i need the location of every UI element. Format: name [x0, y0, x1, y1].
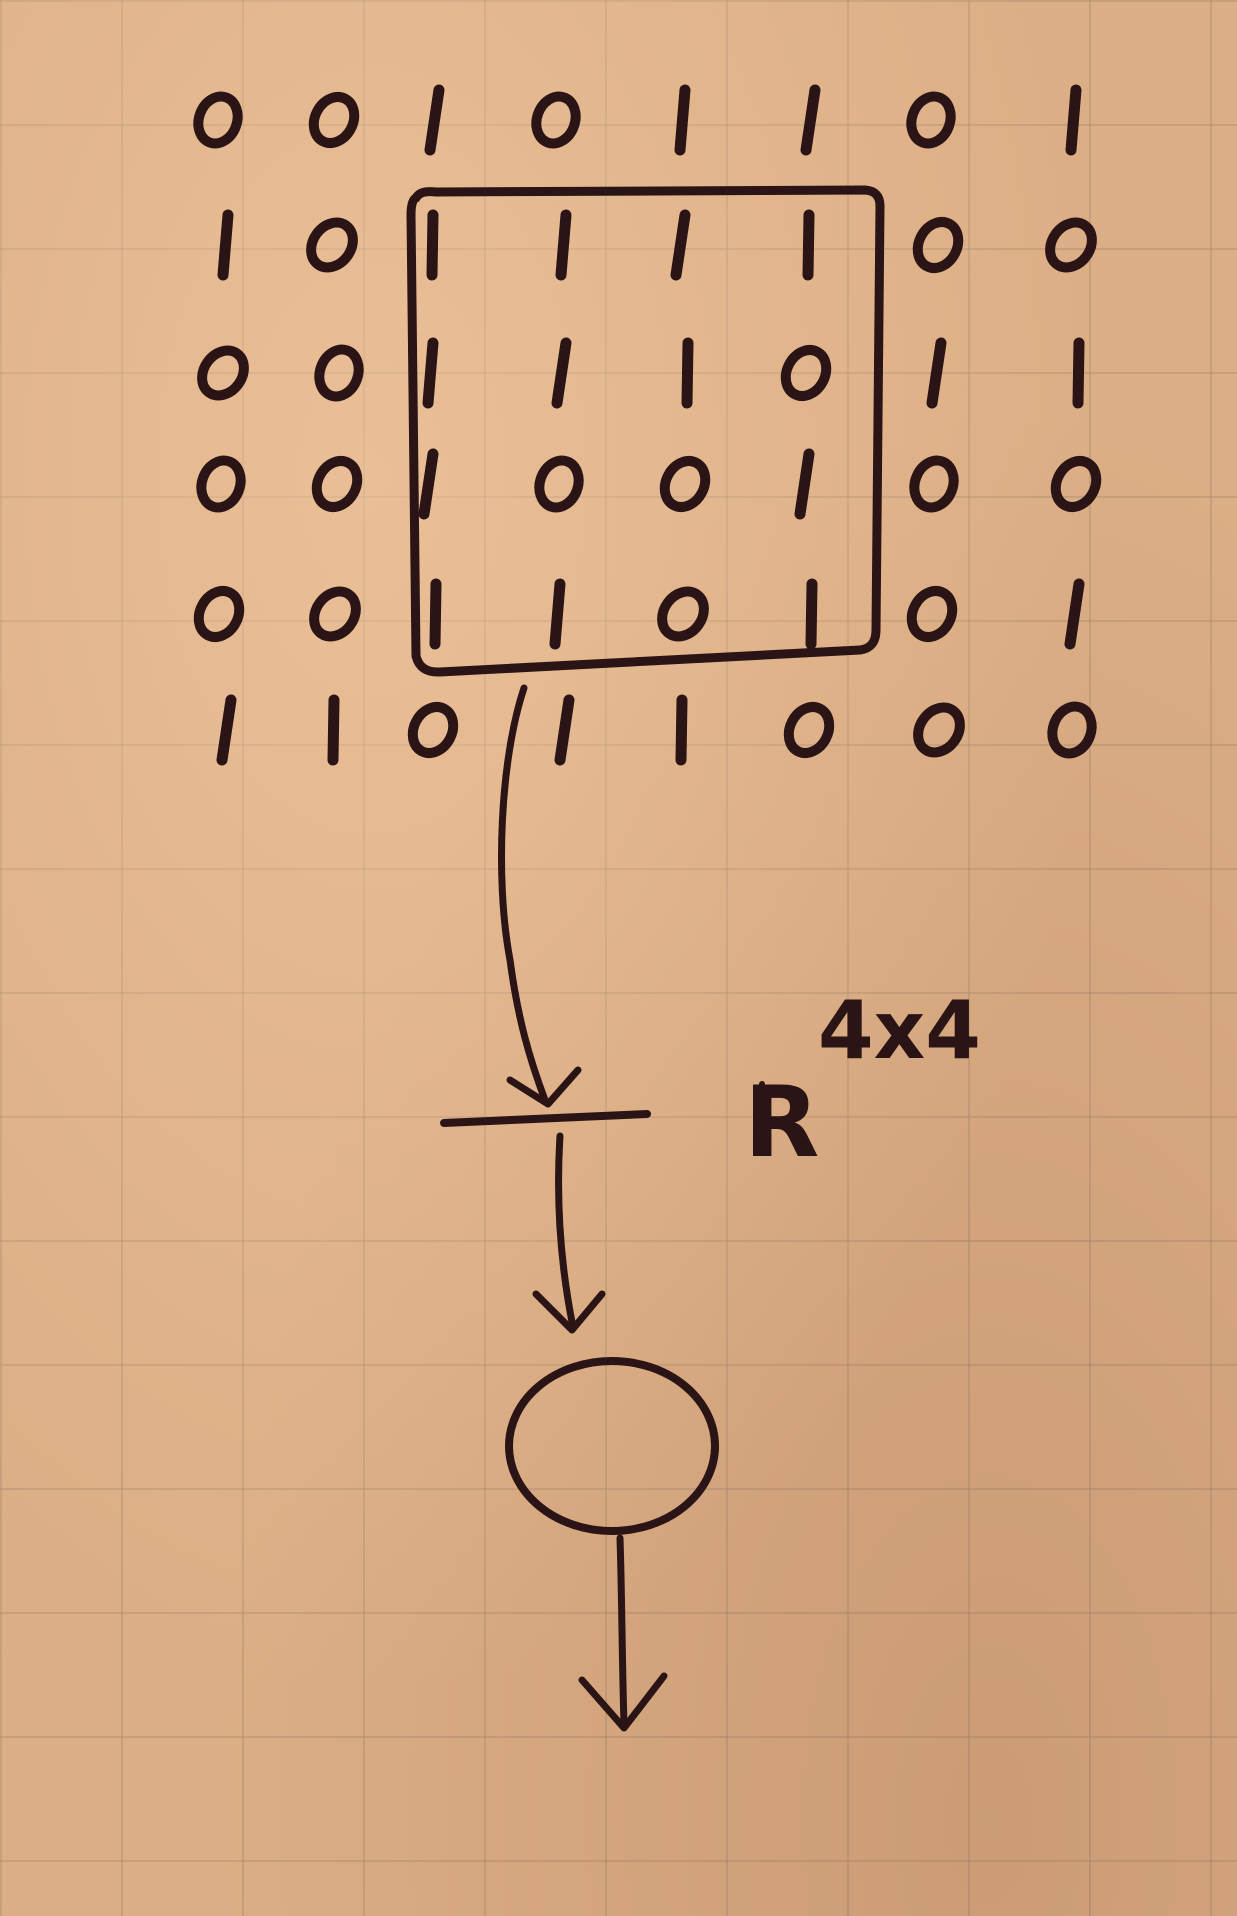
digit-one: [805, 578, 818, 650]
output-space-exponent: 4x4: [818, 984, 981, 1077]
digit-one: [926, 337, 947, 409]
digit-one: [1072, 337, 1085, 409]
digit-one: [670, 209, 691, 281]
digit-zero: [193, 91, 243, 149]
digit-one: [216, 694, 237, 766]
digit-zero: [534, 455, 584, 513]
digit-zero: [309, 586, 361, 642]
digit-one: [674, 84, 691, 156]
digit-zero: [913, 702, 965, 758]
digit-zero: [1045, 217, 1097, 273]
digit-zero: [1047, 701, 1097, 759]
digit-one: [422, 337, 439, 409]
projection-bar: [440, 1110, 651, 1127]
digit-zero: [1050, 456, 1102, 512]
digit-zero: [308, 92, 360, 148]
digit-zero: [657, 586, 709, 642]
digit-one: [429, 578, 442, 650]
digit-one: [1065, 84, 1082, 156]
arrowhead-icon: [578, 1672, 668, 1732]
digit-zero: [311, 456, 363, 512]
bar-to-neuron-arrow: [555, 1132, 576, 1326]
digit-one: [327, 694, 340, 766]
digit-zero: [197, 345, 249, 401]
digit-zero: [659, 456, 711, 512]
digit-one: [555, 209, 572, 281]
digit-zero: [407, 702, 459, 758]
digit-one: [549, 578, 566, 650]
digit-zero: [906, 91, 956, 149]
digit-zero: [193, 586, 245, 642]
output-arrow: [616, 1534, 628, 1728]
selection-window: [406, 185, 885, 677]
arrowhead-icon: [506, 1066, 582, 1108]
binary-matrix: [193, 84, 1102, 766]
digit-zero: [531, 91, 581, 149]
digit-zero: [783, 702, 835, 758]
digit-zero: [912, 217, 964, 273]
digit-zero: [314, 344, 364, 402]
arrowhead-icon: [532, 1290, 606, 1334]
digit-one: [554, 694, 575, 766]
digit-one: [675, 694, 688, 766]
digit-one: [418, 448, 439, 520]
digit-zero: [906, 586, 958, 642]
neuron-node: [505, 1357, 719, 1535]
output-space-symbol: R: [744, 1066, 819, 1180]
digit-one: [794, 448, 815, 520]
digit-one: [800, 84, 821, 156]
digit-zero: [306, 217, 358, 273]
digit-one: [802, 209, 815, 281]
digit-zero: [780, 345, 832, 401]
window-to-layer-arrow: [498, 684, 549, 1104]
digit-one: [1064, 578, 1085, 650]
digit-one: [551, 337, 572, 409]
digit-zero: [909, 455, 959, 513]
digit-one: [681, 337, 694, 409]
digit-one: [424, 84, 445, 156]
digit-one: [426, 209, 439, 281]
digit-zero: [196, 455, 246, 513]
digit-one: [217, 209, 234, 281]
